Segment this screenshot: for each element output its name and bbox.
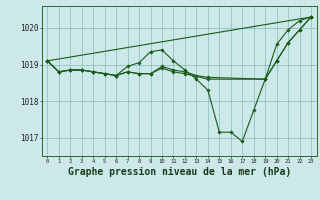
- X-axis label: Graphe pression niveau de la mer (hPa): Graphe pression niveau de la mer (hPa): [68, 167, 291, 177]
